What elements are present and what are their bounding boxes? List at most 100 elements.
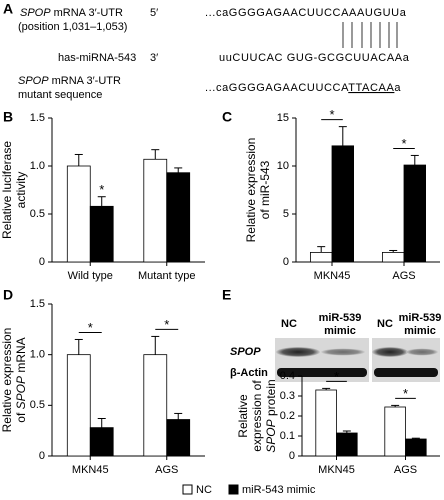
y-axis-label-part: Relative expression — [244, 138, 258, 243]
legend-label: NC — [196, 484, 212, 496]
band — [372, 347, 408, 357]
y-tick-label: 0.3 — [280, 390, 295, 402]
bar — [89, 427, 114, 457]
y-tick-label: 15 — [277, 112, 289, 124]
bar — [331, 145, 355, 263]
y-axis-label: expression of — [250, 380, 264, 452]
seq-mutation: TTACAA — [348, 82, 394, 94]
x-tick-label: MKN45 — [314, 270, 351, 282]
y-axis-label: activity — [14, 172, 28, 209]
panel-label: B — [3, 109, 13, 125]
y-tick-label: 0 — [39, 256, 45, 268]
y-axis-label: Relative luciferase — [0, 141, 14, 239]
x-tick-label: AGS — [155, 464, 178, 476]
five-prime: 5′ — [150, 7, 158, 19]
y-tick-label: 0 — [39, 450, 45, 462]
significance-label: * — [99, 182, 104, 197]
panel-label: E — [222, 287, 231, 303]
utr: mRNA 3′-UTR — [51, 7, 123, 19]
y-axis-label-part: of — [14, 409, 28, 422]
y-tick-label: 0.1 — [280, 430, 295, 442]
y-axis-label-part: Relative — [236, 394, 250, 438]
gene-label: SPOP mRNA 3′-UTR — [18, 75, 121, 87]
gene: SPOP — [18, 75, 49, 87]
significance-label: * — [164, 317, 169, 332]
mut-sequence: ...caGGGGAGAACUUCCATTACAAa — [205, 82, 401, 94]
bar — [143, 354, 168, 457]
band — [277, 368, 367, 377]
y-axis-label: Relative expression — [0, 328, 14, 433]
panel-a: A SPOP mRNA 3′-UTR (position 1,031–1,053… — [3, 1, 410, 101]
bar — [143, 158, 168, 263]
bar — [381, 251, 405, 263]
y-tick-label: 1.5 — [30, 298, 45, 310]
y-tick-label: 0 — [289, 450, 295, 462]
y-tick-label: 10 — [277, 160, 289, 172]
y-tick-label: 0.5 — [30, 399, 45, 411]
x-tick-label: MKN45 — [72, 464, 109, 476]
significance-label: * — [334, 369, 339, 384]
bar — [309, 251, 333, 263]
panel-label: C — [222, 109, 232, 125]
y-tick-label: 0.2 — [280, 410, 295, 422]
bar — [336, 432, 358, 457]
wt-sequence: ...caGGGGAGAACUUCCAAAUGUUa — [205, 7, 407, 19]
y-axis-label: SPOP protein — [264, 379, 278, 452]
y-tick-label: 1.0 — [30, 349, 45, 361]
mutant-label: mutant sequence — [18, 89, 102, 101]
bar — [403, 164, 427, 263]
y-axis-label: Relative expression — [244, 138, 258, 243]
blot-column: NC — [281, 318, 297, 330]
x-tick-label: Wild type — [68, 270, 113, 282]
bar — [405, 438, 427, 457]
panel-label: A — [3, 1, 13, 17]
blot-column: mimic — [404, 325, 436, 337]
y-axis-label-part: expression of — [250, 380, 264, 452]
blot-column: mimic — [324, 325, 356, 337]
gene: SPOP — [20, 7, 51, 19]
band — [276, 347, 320, 357]
y-axis-label-part: of miR-543 — [258, 160, 272, 219]
utr: mRNA 3′-UTR — [49, 75, 121, 87]
legend-swatch — [182, 484, 193, 495]
position: (position 1,031–1,053) — [18, 21, 127, 33]
bar — [66, 354, 91, 457]
blot-row: β-Actin — [230, 367, 268, 379]
bar — [89, 205, 114, 263]
y-tick-label: 1.5 — [30, 112, 45, 124]
three-prime: 3′ — [150, 52, 158, 64]
y-axis-label-part: activity — [14, 172, 28, 209]
legend-label: miR-543 mimic — [242, 484, 316, 496]
significance-label: * — [88, 320, 93, 335]
y-axis-label-part: protein — [264, 379, 278, 419]
significance-label: * — [401, 136, 406, 151]
y-tick-label: 1.0 — [30, 160, 45, 172]
y-tick-label: 0.4 — [280, 370, 295, 382]
y-tick-label: 0 — [283, 256, 289, 268]
bar — [166, 172, 191, 263]
legend-swatch — [228, 484, 239, 495]
bar — [315, 389, 337, 457]
seq-part: a — [394, 82, 401, 94]
y-axis-label-part: Relative luciferase — [0, 141, 14, 239]
significance-label: * — [403, 386, 408, 401]
y-axis-label: of SPOP mRNA — [14, 337, 28, 422]
y-axis-label: of miR-543 — [258, 160, 272, 219]
bar — [384, 406, 406, 457]
bar — [166, 419, 191, 457]
blot-row: SPOP — [230, 346, 261, 358]
significance-label: * — [329, 107, 334, 122]
panel-label: D — [3, 287, 13, 303]
blot-column: miR-539 — [319, 312, 362, 324]
seq-part: ...caGGGGAGAACUUCCA — [205, 82, 349, 94]
y-tick-label: 5 — [283, 208, 289, 220]
y-axis-label-part: mRNA — [14, 337, 28, 376]
blot-column: miR-539 — [399, 312, 442, 324]
blot: NC miR-539 mimic NC miR-539 mimic SPOP β… — [230, 312, 441, 382]
y-axis-label-part: SPOP — [14, 376, 28, 409]
pairing-lines — [342, 22, 398, 48]
band — [374, 368, 438, 377]
y-tick-label: 0.5 — [30, 208, 45, 220]
mirna-sequence: uuCUUCAC GUG-GCGCUUACAAa — [219, 52, 410, 64]
